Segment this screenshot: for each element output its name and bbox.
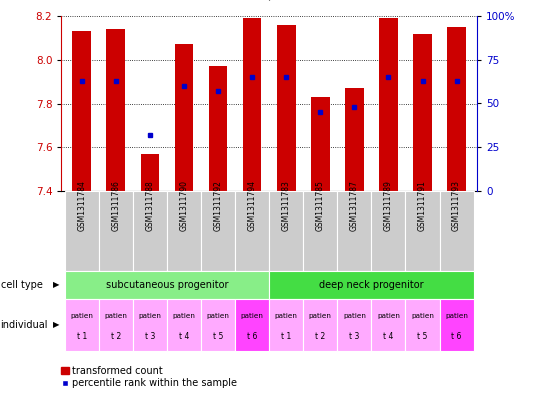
Text: GSM1311791: GSM1311791 <box>418 180 427 231</box>
Bar <box>209 66 228 191</box>
Text: patien: patien <box>207 313 230 319</box>
Text: t 2: t 2 <box>111 332 121 341</box>
Text: GSM1311787: GSM1311787 <box>350 180 359 231</box>
Text: patien: patien <box>343 313 366 319</box>
Text: patien: patien <box>445 313 468 319</box>
Text: t 5: t 5 <box>213 332 223 341</box>
Text: t 4: t 4 <box>383 332 394 341</box>
Text: t 3: t 3 <box>144 332 155 341</box>
Text: t 6: t 6 <box>451 332 462 341</box>
Text: patien: patien <box>241 313 263 319</box>
Text: GSM1311793: GSM1311793 <box>452 180 461 231</box>
Text: ▶: ▶ <box>53 281 59 290</box>
Text: t 4: t 4 <box>179 332 189 341</box>
Text: GDS5171 / 8010590: GDS5171 / 8010590 <box>199 0 340 2</box>
Text: patien: patien <box>275 313 297 319</box>
Text: individual: individual <box>1 320 48 330</box>
Bar <box>277 25 296 191</box>
Text: GSM1311784: GSM1311784 <box>77 180 86 231</box>
Bar <box>175 44 193 191</box>
Text: patien: patien <box>411 313 434 319</box>
Bar <box>345 88 364 191</box>
Text: patien: patien <box>377 313 400 319</box>
Text: ▶: ▶ <box>53 321 59 329</box>
Text: t 1: t 1 <box>77 332 87 341</box>
Text: GSM1311789: GSM1311789 <box>384 180 393 231</box>
Text: GSM1311792: GSM1311792 <box>214 180 223 231</box>
Text: GSM1311794: GSM1311794 <box>248 180 256 231</box>
Text: t 3: t 3 <box>349 332 360 341</box>
Text: t 1: t 1 <box>281 332 292 341</box>
Legend: transformed count, percentile rank within the sample: transformed count, percentile rank withi… <box>61 366 238 388</box>
Text: patien: patien <box>173 313 196 319</box>
Bar <box>413 33 432 191</box>
Text: patien: patien <box>139 313 161 319</box>
Text: t 5: t 5 <box>417 332 427 341</box>
Text: GSM1311786: GSM1311786 <box>111 180 120 231</box>
Text: GSM1311790: GSM1311790 <box>180 180 189 231</box>
Text: patien: patien <box>309 313 332 319</box>
Bar <box>243 18 262 191</box>
Text: GSM1311785: GSM1311785 <box>316 180 325 231</box>
Bar <box>107 29 125 191</box>
Bar <box>447 27 466 191</box>
Bar <box>311 97 329 191</box>
Text: patien: patien <box>104 313 127 319</box>
Bar <box>379 18 398 191</box>
Bar <box>72 31 91 191</box>
Text: subcutaneous progenitor: subcutaneous progenitor <box>106 280 228 290</box>
Text: patien: patien <box>70 313 93 319</box>
Text: cell type: cell type <box>1 280 43 290</box>
Bar <box>141 154 159 191</box>
Text: GSM1311783: GSM1311783 <box>282 180 290 231</box>
Text: deep neck progenitor: deep neck progenitor <box>319 280 424 290</box>
Text: t 2: t 2 <box>315 332 326 341</box>
Text: t 6: t 6 <box>247 332 257 341</box>
Text: GSM1311788: GSM1311788 <box>146 180 155 231</box>
